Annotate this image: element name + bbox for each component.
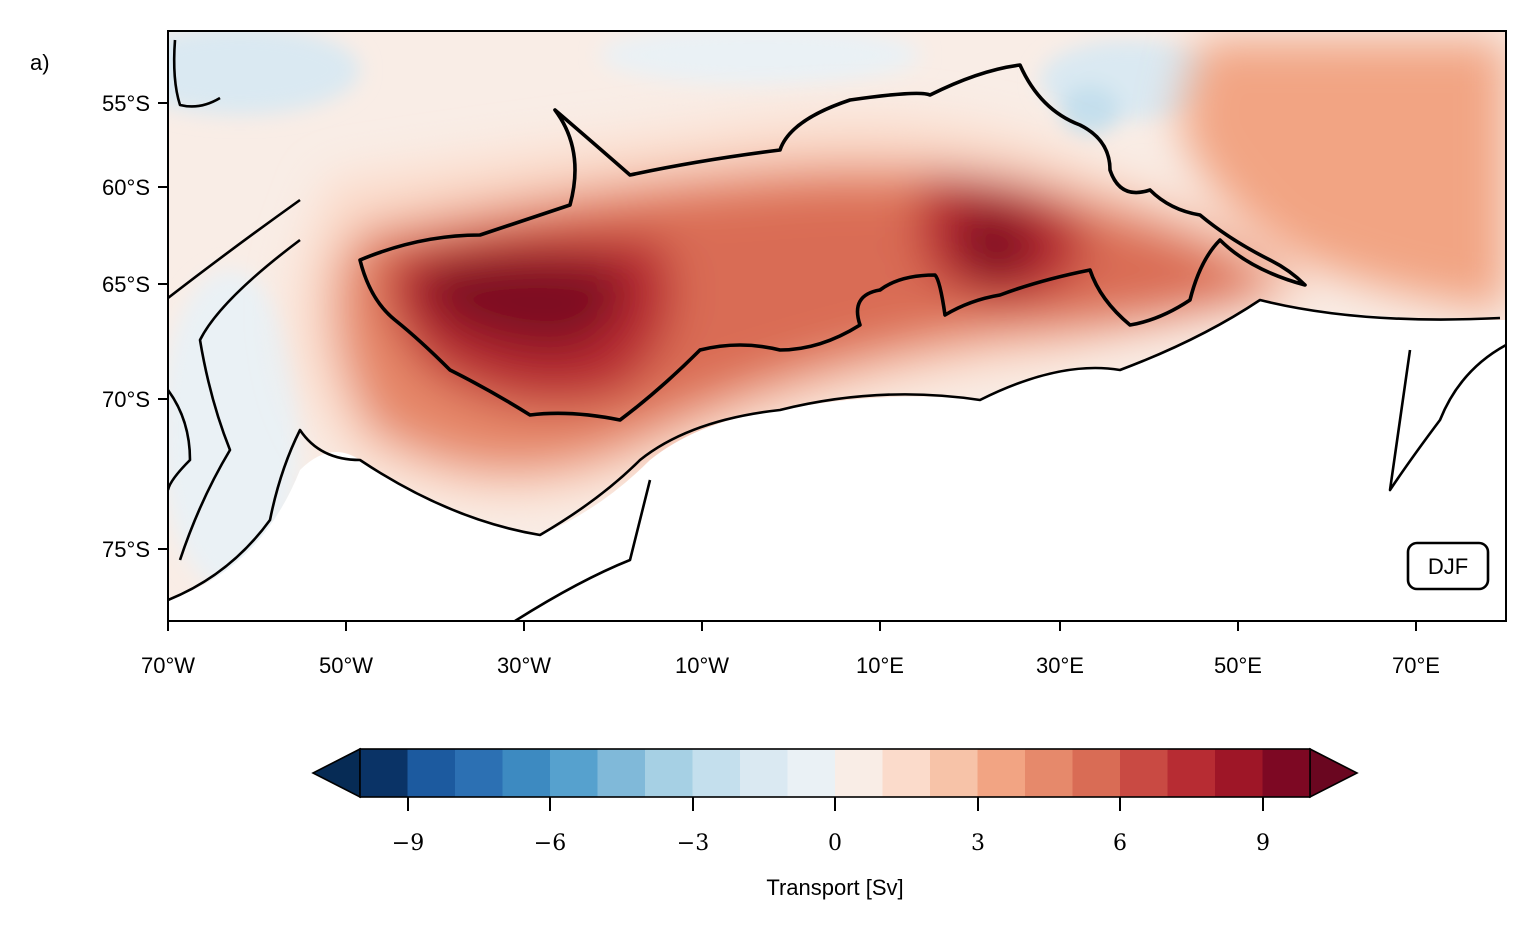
colorbar-tick-label: −6 [534, 831, 566, 856]
colorbar-segment [360, 749, 409, 797]
lat-tick-label: 75°S [102, 537, 150, 562]
colorbar-over-arrow [1309, 747, 1359, 799]
colorbar-segment [835, 749, 884, 797]
colorbar-segment [1120, 749, 1169, 797]
lat-tick-label: 55°S [102, 91, 150, 116]
colorbar-tick-label: 3 [971, 831, 985, 856]
colorbar-segment [502, 749, 551, 797]
lat-tick-label: 70°S [102, 387, 150, 412]
panel-label: a) [30, 50, 50, 75]
colorbar-segment [692, 749, 741, 797]
colorbar-tick-label: 6 [1113, 831, 1127, 856]
colorbar-segment [1262, 749, 1311, 797]
colorbar-segment [1025, 749, 1074, 797]
colorbar-segment [407, 749, 456, 797]
colorbar-segment [930, 749, 979, 797]
colorbar-segment [550, 749, 599, 797]
antarctic-continent [168, 300, 1506, 621]
map [168, 31, 1506, 621]
colorbar-tick-label: −3 [677, 831, 709, 856]
colorbar-segment [1072, 749, 1121, 797]
lon-tick-label: 10°E [856, 653, 904, 678]
colorbar-segments [360, 749, 1311, 797]
colorbar-segment [455, 749, 504, 797]
colorbar-under-arrow [311, 747, 361, 799]
colorbar-segment [1167, 749, 1216, 797]
colorbar-segment [977, 749, 1026, 797]
colorbar-segment [740, 749, 789, 797]
colorbar-segment [645, 749, 694, 797]
lon-tick-label: 10°W [675, 653, 729, 678]
colorbar-tick-label: 0 [828, 831, 842, 856]
lon-tick-label: 30°E [1036, 653, 1084, 678]
lat-tick-label: 60°S [102, 175, 150, 200]
gyre-boundary-contour [358, 63, 1307, 422]
lat-axis: 55°S 60°S 65°S 70°S 75°S [102, 91, 168, 562]
map-frame [167, 30, 1507, 622]
colorbar-tick-label: −9 [392, 831, 424, 856]
colorbar-segment [882, 749, 931, 797]
lon-axis: 70°W 50°W 30°W 10°W 10°E 30°E 50°E 70°E [141, 621, 1440, 678]
lon-tick-label: 70°E [1392, 653, 1440, 678]
colorbar-tick-label: 9 [1256, 831, 1270, 856]
colorbar: −9 −6 −3 0 3 6 9 Transport [Sv] [311, 747, 1359, 900]
season-badge-text: DJF [1428, 554, 1468, 579]
colorbar-segment [597, 749, 646, 797]
colorbar-segment [787, 749, 836, 797]
lon-tick-label: 30°W [497, 653, 551, 678]
colorbar-segment [1215, 749, 1264, 797]
colorbar-label: Transport [Sv] [766, 875, 903, 900]
lon-tick-label: 70°W [141, 653, 195, 678]
lat-tick-label: 65°S [102, 272, 150, 297]
coastlines [168, 39, 1506, 621]
lon-tick-label: 50°W [319, 653, 373, 678]
season-badge: DJF [1406, 541, 1490, 591]
lon-tick-label: 50°E [1214, 653, 1262, 678]
colorbar-ticks: −9 −6 −3 0 3 6 9 [392, 797, 1270, 856]
